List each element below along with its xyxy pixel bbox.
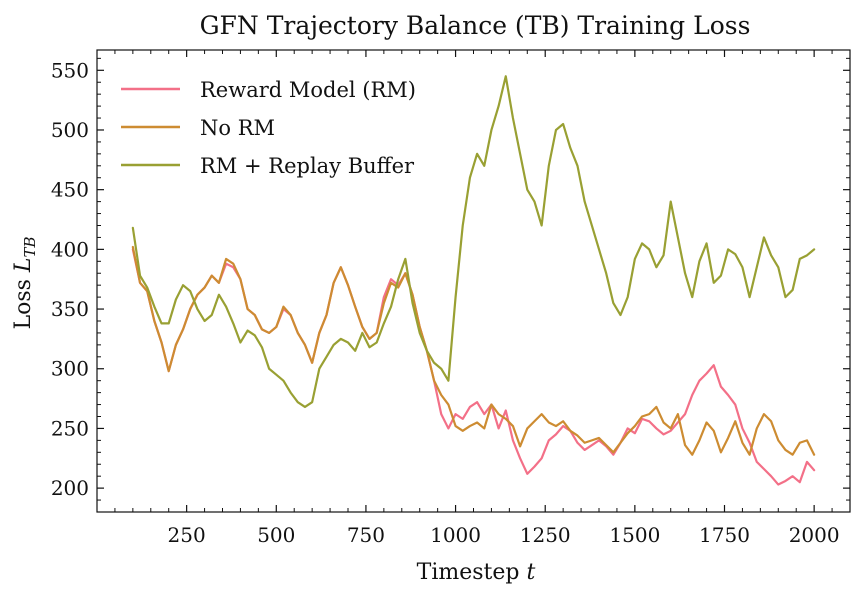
y-tick-label: 550: [51, 58, 89, 82]
x-tick-label: 1000: [430, 523, 481, 547]
x-tick-label: 1250: [520, 523, 571, 547]
y-tick-label: 400: [51, 237, 89, 261]
y-tick-label: 350: [51, 297, 89, 321]
legend: Reward Model (RM) No RM RM + Replay Buffer: [121, 78, 416, 178]
legend-label-3: RM + Replay Buffer: [200, 154, 415, 178]
y-tick-label: 500: [51, 118, 89, 142]
x-tick-label: 2000: [789, 523, 840, 547]
legend-label-1: Reward Model (RM): [200, 78, 416, 102]
axes-layer: 250 500 750 1000 1250 1500 1750 2000 200 250 300 35…: [51, 49, 851, 547]
x-tick-label: 250: [168, 523, 206, 547]
y-tick-label: 450: [51, 178, 89, 202]
series-line-2: [131, 245, 816, 456]
x-tick-label: 1500: [609, 523, 660, 547]
series-line-3: [131, 75, 816, 409]
x-axis-label: Timestep t: [417, 560, 536, 585]
y-tick-label: 250: [51, 416, 89, 440]
x-tick-label: 1750: [699, 523, 750, 547]
x-tick-label: 500: [257, 523, 295, 547]
y-tick-label: 300: [51, 357, 89, 381]
y-tick-label: 200: [51, 476, 89, 500]
legend-label-2: No RM: [200, 116, 275, 140]
x-tick-label: 750: [347, 523, 385, 547]
chart-title: GFN Trajectory Balance (TB) Training Los…: [200, 11, 751, 40]
series-layer: [131, 75, 816, 486]
